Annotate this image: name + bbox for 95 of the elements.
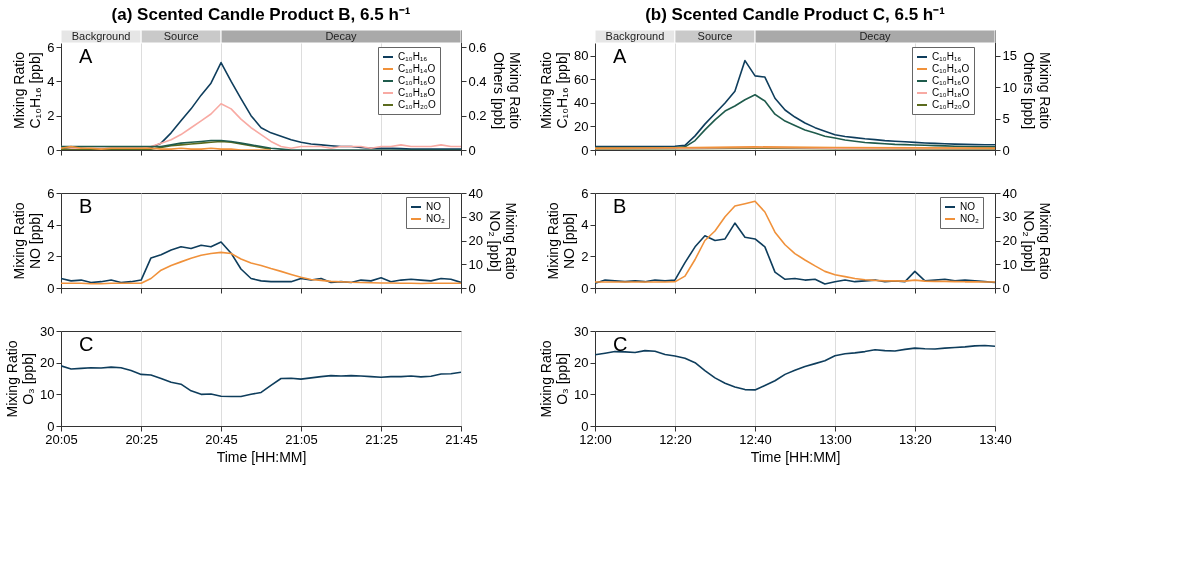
x-tick-label: 21:45 <box>445 431 478 447</box>
y2-tick-label: 40 <box>468 185 483 201</box>
x-tick-label: 21:05 <box>285 431 318 447</box>
y-tick-label: 20 <box>574 355 589 371</box>
band-label: Source <box>697 29 733 42</box>
x-tick-label: 12:40 <box>739 431 772 447</box>
legend-label: C₁₀H₁₆ <box>932 51 962 62</box>
y-tick-label: 0 <box>581 418 589 434</box>
legend-label: NO <box>426 201 442 212</box>
x-tick-label: 13:40 <box>979 431 1012 447</box>
x-tick-label: 12:20 <box>659 431 692 447</box>
annotation: C <box>613 333 628 355</box>
y-axis-title: Mixing Ratio NO [ppb] <box>11 202 44 280</box>
y2-tick-label: 10 <box>1002 79 1017 95</box>
y-tick-label: 60 <box>574 71 589 87</box>
legend-label: C₁₀H₁₆O <box>398 75 436 86</box>
y2-tick-label: 30 <box>1002 209 1017 225</box>
y2-tick-label: 20 <box>1002 233 1017 248</box>
y2-tick-label: 40 <box>1002 185 1017 201</box>
annotation: A <box>613 45 627 67</box>
y-tick-label: 0 <box>581 280 589 296</box>
chart-title: (b) Scented Candle Product C, 6.5 h⁻¹ <box>645 4 946 24</box>
y-axis-title: Mixing Ratio NO [ppb] <box>545 202 578 280</box>
y-tick-label: 20 <box>40 355 55 371</box>
annotation: B <box>613 195 627 217</box>
y2-axis-title: Mixing Ratio NO₂ [ppb] <box>1020 202 1053 280</box>
band-label: Decay <box>859 29 892 42</box>
annotation: A <box>79 45 93 67</box>
y2-tick-label: 0 <box>468 280 476 296</box>
y-axis-title: Mixing Ratio C₁₀H₁₆ [ppb] <box>11 51 44 130</box>
y-tick-label: 30 <box>40 323 55 339</box>
y2-axis-title: Mixing Ratio Others [ppb] <box>490 51 523 130</box>
band-label: Decay <box>325 29 358 42</box>
band-label: Background <box>605 29 665 42</box>
y-tick-label: 10 <box>574 386 589 402</box>
y-tick-label: 2 <box>47 248 55 264</box>
band-label: Background <box>71 29 131 42</box>
y2-tick-label: 10 <box>1002 256 1017 272</box>
x-tick-label: 13:20 <box>899 431 932 447</box>
legend-label: C₁₀H₁₆ <box>398 51 428 62</box>
y-axis-title: Mixing Ratio C₁₀H₁₆ [ppb] <box>538 51 571 130</box>
y2-tick-label: 0 <box>468 142 476 158</box>
legend-label: NO₂ <box>960 213 979 224</box>
y2-tick-label: 15 <box>1002 48 1017 64</box>
y-tick-label: 0 <box>47 418 55 434</box>
x-tick-label: 12:00 <box>579 431 612 447</box>
y-tick-label: 6 <box>581 185 589 201</box>
y-tick-label: 30 <box>574 323 589 339</box>
y2-tick-label: 5 <box>1002 111 1010 127</box>
x-axis-title: Time [HH:MM] <box>750 448 841 465</box>
y2-tick-label: 30 <box>468 209 483 225</box>
legend-label: C₁₀H₂₀O <box>932 99 970 110</box>
y-tick-label: 2 <box>581 248 589 264</box>
y-tick-label: 80 <box>574 48 589 64</box>
x-tick-label: 21:25 <box>365 431 398 447</box>
y-tick-label: 0 <box>581 142 589 158</box>
legend-label: NO <box>960 201 976 212</box>
y2-tick-label: 0 <box>1002 280 1010 296</box>
y-tick-label: 0 <box>47 142 55 158</box>
legend-label: C₁₀H₁₈O <box>398 87 436 98</box>
y2-tick-label: 0.6 <box>468 39 487 55</box>
legend-label: C₁₀H₁₈O <box>932 87 970 98</box>
y2-tick-label: 10 <box>468 256 483 272</box>
y-tick-label: 4 <box>47 73 55 89</box>
chart-title: (a) Scented Candle Product B, 6.5 h⁻¹ <box>111 4 411 24</box>
y-tick-label: 2 <box>47 108 55 124</box>
y-axis-title: Mixing Ratio O₃ [ppb] <box>538 340 571 418</box>
x-tick-label: 20:45 <box>205 431 238 447</box>
x-axis-title: Time [HH:MM] <box>216 448 307 465</box>
x-tick-label: 13:00 <box>819 431 852 447</box>
band-label: Source <box>163 29 199 42</box>
y-tick-label: 10 <box>40 386 55 402</box>
y-tick-label: 40 <box>574 95 589 111</box>
annotation: C <box>79 333 94 355</box>
y-tick-label: 0 <box>47 280 55 296</box>
legend-label: NO₂ <box>426 213 445 224</box>
y2-tick-label: 20 <box>468 233 483 248</box>
x-tick-label: 20:25 <box>125 431 158 447</box>
legend-label: C₁₀H₂₀O <box>398 99 436 110</box>
legend-label: C₁₀H₁₄O <box>398 63 436 74</box>
y2-tick-label: 0 <box>1002 142 1010 158</box>
legend-label: C₁₀H₁₆O <box>932 75 970 86</box>
y2-axis-title: Mixing Ratio NO₂ [ppb] <box>486 202 519 280</box>
y2-axis-title: Mixing Ratio Others [ppb] <box>1020 51 1053 130</box>
y-tick-label: 6 <box>47 185 55 201</box>
y-tick-label: 4 <box>47 217 55 233</box>
x-tick-label: 20:05 <box>45 431 78 447</box>
y-tick-label: 4 <box>581 217 589 233</box>
annotation: B <box>79 195 93 217</box>
y-axis-title: Mixing Ratio O₃ [ppb] <box>4 340 37 418</box>
y-tick-label: 6 <box>47 39 55 55</box>
y2-tick-label: 0.4 <box>468 73 487 89</box>
legend-label: C₁₀H₁₄O <box>932 63 970 74</box>
y-tick-label: 20 <box>574 118 589 134</box>
y2-tick-label: 0.2 <box>468 108 487 124</box>
